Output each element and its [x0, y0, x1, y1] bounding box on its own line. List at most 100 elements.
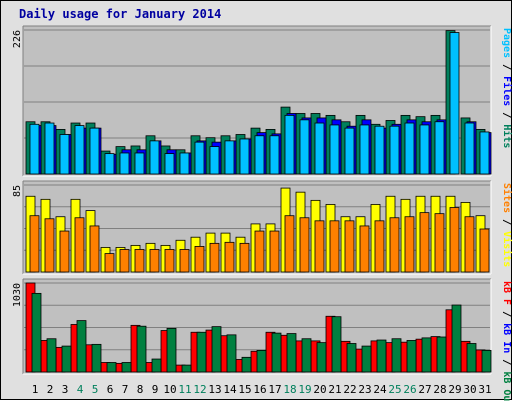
x-tick-label: 16: [253, 383, 266, 396]
bar-sites: [389, 217, 400, 273]
bar-pages: [389, 125, 400, 175]
x-tick-label: 7: [122, 383, 129, 396]
bar-sites: [269, 230, 280, 273]
bar-sites: [449, 207, 460, 273]
bar-pages: [374, 125, 385, 175]
x-tick-label: 13: [208, 383, 221, 396]
bar-pages: [329, 124, 340, 175]
x-tick-label: 3: [62, 383, 69, 396]
series-label-part: Sites: [501, 183, 512, 213]
x-tick-label: 22: [343, 383, 356, 396]
bar-kb-out: [211, 326, 222, 373]
chart-title: Daily usage for January 2014: [19, 7, 222, 21]
x-tick-label: 27: [418, 383, 431, 396]
bar-pages: [29, 123, 40, 175]
bar-pages: [194, 141, 205, 175]
bar-kb-out: [31, 292, 42, 373]
bar-kb-out: [136, 325, 147, 373]
x-tick-label: 18: [283, 383, 296, 396]
x-axis-labels: 1 2 3 4 5 6 7 8 9 10 11 12 13 14 15 16 17 18 19 20 21 22 23 24 2…: [32, 383, 492, 396]
bar-sites: [404, 216, 415, 273]
series-label-part: /: [501, 58, 512, 76]
chart-panel-2: 85 Sites / Visits: [12, 180, 512, 275]
bar-sites: [224, 241, 235, 273]
bar-pages: [89, 127, 100, 175]
series-label-part: Files: [501, 76, 512, 106]
bar-kb-out: [391, 338, 402, 373]
bar-sites: [59, 230, 70, 273]
bar-sites: [419, 212, 430, 273]
bar-sites: [119, 249, 130, 273]
series-label-part: kB Out: [501, 371, 512, 401]
bar-pages: [134, 152, 145, 175]
bar-kb-out: [316, 342, 327, 373]
bar-sites: [179, 249, 190, 273]
bar-pages: [434, 121, 445, 175]
x-tick-label: 25: [388, 383, 401, 396]
x-tick-label: 4: [77, 383, 84, 396]
x-tick-label: 5: [92, 383, 99, 396]
bar-sites: [194, 246, 205, 273]
series-label: Pages / Files / Hits: [501, 28, 512, 148]
series-label-part: Visits: [501, 231, 512, 267]
series-label-part: /: [501, 305, 512, 323]
bar-kb-out: [181, 364, 192, 373]
bar-sites: [464, 216, 475, 273]
bar-pages: [464, 122, 475, 175]
bar-sites: [479, 228, 490, 273]
y-max-label: 226: [12, 30, 23, 48]
x-tick-label: 17: [268, 383, 281, 396]
bar-pages: [44, 122, 55, 175]
x-tick-label: 19: [298, 383, 311, 396]
bar-sites: [239, 242, 250, 273]
bar-sites: [149, 249, 160, 273]
bar-sites: [344, 220, 355, 273]
bar-sites: [89, 225, 100, 273]
bar-sites: [314, 220, 325, 273]
x-tick-label: 30: [463, 383, 476, 396]
series-label-part: Hits: [501, 124, 512, 148]
bar-kb-out: [406, 340, 417, 373]
bar-kb-out: [166, 327, 177, 373]
bar-sites: [104, 253, 115, 273]
x-tick-label: 1: [32, 383, 39, 396]
series-label-part: /: [501, 353, 512, 371]
bar-sites: [329, 220, 340, 273]
bar-kb-out: [436, 336, 447, 373]
bar-kb-out: [241, 356, 252, 373]
bar-kb-out: [76, 320, 87, 373]
x-tick-label: 28: [433, 383, 446, 396]
bar-kb-out: [196, 331, 207, 373]
bar-kb-out: [61, 345, 72, 373]
bar-kb-out: [451, 304, 462, 373]
bar-kb-out: [151, 358, 162, 373]
bar-pages: [404, 122, 415, 175]
bar-pages: [164, 153, 175, 175]
bar-pages: [209, 146, 220, 175]
bar-pages: [269, 135, 280, 175]
x-tick-label: 26: [403, 383, 416, 396]
bar-kb-out: [421, 337, 432, 373]
bar-sites: [44, 218, 55, 273]
x-tick-label: 9: [152, 383, 159, 396]
bar-pages: [179, 152, 190, 175]
bar-kb-out: [226, 334, 237, 373]
bar-sites: [299, 217, 310, 273]
bar-sites: [74, 217, 85, 273]
bar-sites: [434, 213, 445, 273]
series-label-part: kB In: [501, 323, 512, 353]
bar-kb-out: [301, 338, 312, 373]
bar-kb-out: [376, 339, 387, 373]
bar-pages: [74, 125, 85, 175]
bar-pages: [149, 140, 160, 175]
bar-pages: [419, 124, 430, 175]
x-tick-label: 8: [137, 383, 144, 396]
x-tick-label: 31: [478, 383, 491, 396]
bar-kb-out: [256, 349, 267, 373]
x-tick-label: 10: [163, 383, 176, 396]
bar-sites: [29, 215, 40, 273]
bar-kb-out: [271, 332, 282, 373]
bar-pages: [239, 138, 250, 175]
y-max-label: 1030: [12, 283, 23, 307]
x-tick-label: 21: [328, 383, 341, 396]
